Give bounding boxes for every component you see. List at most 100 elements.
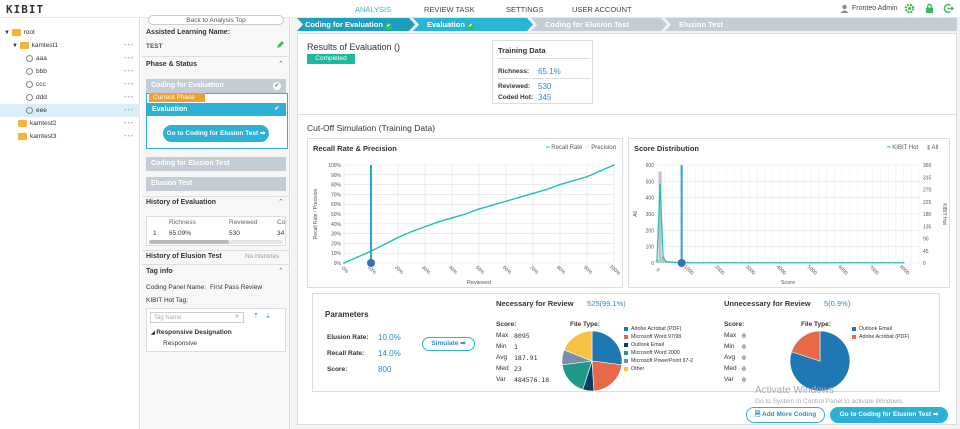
row-menu-icon[interactable]: •••	[124, 81, 134, 88]
nav-review-task[interactable]: REVIEW TASK	[424, 5, 475, 14]
recall-point	[437, 220, 440, 223]
kibit-hot-point	[810, 261, 813, 264]
tree-item-root[interactable]: ▼ root	[4, 28, 35, 36]
history-scrollbar[interactable]	[149, 240, 283, 244]
tree-item-ccc[interactable]: ccc •••	[0, 78, 140, 91]
app-logo[interactable]: KIBIT	[6, 3, 45, 16]
coding-panel-label: Coding Panel Name:	[146, 284, 206, 291]
row-menu-icon[interactable]: •••	[124, 133, 134, 140]
chevron-up-icon[interactable]: ⌃	[278, 61, 284, 68]
history-cell: 1	[153, 230, 157, 237]
recall-label: Recall Rate:	[327, 350, 365, 357]
watermark-subtitle: Go to System in Control Panel to activat…	[755, 398, 904, 405]
stat-value: 187.91	[514, 354, 538, 362]
recall-point	[491, 204, 494, 207]
progress-step-coding-elusion[interactable]: Coding for Elusion Test	[531, 18, 667, 31]
gear-icon[interactable]	[904, 3, 915, 14]
y-left-tick-label: 300	[646, 212, 655, 218]
lock-icon[interactable]	[924, 3, 935, 14]
legend-swatch	[624, 350, 628, 355]
progress-step-coding-evaluation[interactable]: Coding for Evaluation ✔	[297, 18, 415, 31]
legend-item: Microsoft PowerPoint 97-2	[624, 358, 693, 364]
stat-label: Avg	[724, 354, 736, 361]
x-tick-label: 4000	[775, 264, 787, 276]
kibit-hot-point	[662, 256, 665, 259]
back-button[interactable]: Back to Analysis Top	[148, 15, 284, 25]
recall-point	[478, 208, 480, 210]
tree-item-aaa[interactable]: aaa •••	[0, 52, 140, 65]
tree-item-eee[interactable]: eee •••	[0, 104, 140, 117]
y-right-tick-label: 90	[923, 237, 929, 243]
go-elusion-test-button[interactable]: Go to Coding for Elusion Test ➡	[830, 407, 948, 423]
phase-step-elusion-test[interactable]: Elusion Test	[146, 177, 286, 191]
elusion-label: Elusion Rate:	[327, 334, 369, 341]
logout-icon[interactable]	[943, 3, 954, 14]
tag-search-input[interactable]: Tag Name	[150, 312, 244, 323]
tag-responsive[interactable]: Responsive	[163, 340, 197, 347]
row-menu-icon[interactable]: •••	[124, 120, 134, 127]
go-elusion-coding-button[interactable]: Go to Coding for Elusion Test ➡	[163, 125, 269, 142]
necessary-count: 525(99.1%)	[587, 299, 626, 308]
unnecessary-legend: Outlook Email Adobe Acrobat (PDF)	[852, 326, 942, 356]
stat-label: Min	[724, 343, 735, 350]
score-chart-card: Score Distribution ━ KIBIT Hot ▮ All 0 10…	[628, 138, 950, 288]
legend-label: Microsoft Word 97/98	[631, 334, 682, 340]
kibit-hot-point	[779, 261, 782, 264]
kibit-hot-point	[748, 261, 751, 264]
tree-item-bbb[interactable]: bbb •••	[0, 65, 140, 78]
row-menu-icon[interactable]: •••	[124, 55, 134, 62]
sort-down-icon[interactable]: ⇣	[265, 313, 271, 320]
x-tick-label: 0	[655, 267, 661, 273]
stat-label: Max	[496, 332, 509, 339]
check-icon: ✔	[273, 82, 281, 90]
row-menu-icon[interactable]: •••	[124, 107, 134, 114]
phase-step-evaluation[interactable]: Evaluation ✔	[147, 103, 286, 116]
history-cell: 65.09%	[169, 230, 192, 237]
cutoff-title: Cut-Off Simulation (Training Data)	[307, 123, 436, 133]
sort-up-icon[interactable]: ⇡	[253, 313, 259, 320]
tree-item-ddd[interactable]: ddd •••	[0, 91, 140, 104]
folder-icon	[11, 28, 21, 36]
x-tick-label: 70%	[528, 265, 540, 277]
col-reviewed: Reviewed	[229, 219, 258, 226]
hot-tag-label: KIBIT Hot Tag:	[146, 297, 189, 304]
tree-item-kamtest2[interactable]: kamtest2 •••	[0, 117, 140, 130]
nav-settings[interactable]: SETTINGS	[506, 5, 544, 14]
row-menu-icon[interactable]: •••	[124, 68, 134, 75]
chevron-up-icon[interactable]: ⌃	[278, 268, 284, 275]
phase-step-coding-elusion[interactable]: Coding for Elusion Test	[146, 157, 286, 171]
add-more-coding-button[interactable]: 🗎 Add More Coding	[746, 407, 825, 423]
nav-analysis[interactable]: ANALYSIS	[355, 5, 392, 14]
necessary-score-label: Score:	[496, 321, 517, 328]
score-value: 800	[378, 365, 392, 374]
row-menu-icon[interactable]: •••	[124, 94, 134, 101]
training-data-box: Training Data Richness: 65.1% Reviewed: …	[492, 40, 593, 104]
row-menu-icon[interactable]: •••	[124, 42, 134, 49]
y-right-tick-label: 135	[923, 224, 932, 230]
recall-point	[505, 200, 507, 203]
phase-step-coding-evaluation[interactable]: Coding for Evaluation ✔	[146, 79, 286, 93]
tag-group-responsive[interactable]: ◢ Responsive Designation	[151, 329, 232, 336]
kibit-hot-point	[841, 261, 843, 264]
tree-item-kamtest1[interactable]: ▼ kamtest1 •••	[0, 39, 140, 52]
simulate-button[interactable]: Simulate ➡	[422, 337, 475, 351]
progress-step-elusion-test[interactable]: Elusion Test	[665, 18, 957, 31]
user-name[interactable]: Fronteo Admin	[852, 5, 898, 12]
pie-slice	[789, 330, 851, 392]
kibit-hot-point	[717, 261, 720, 264]
nav-user-account[interactable]: USER ACCOUNT	[572, 5, 632, 14]
recall-point	[343, 262, 345, 264]
pie-slice	[563, 330, 593, 362]
stat-value: 0	[742, 376, 746, 384]
progress-step-evaluation[interactable]: Evaluation ✔	[413, 18, 533, 31]
col-richness: Richness	[169, 219, 196, 226]
chevron-up-icon[interactable]: ⌃	[278, 199, 284, 206]
tree-item-kamtest3[interactable]: kamtest3 •••	[0, 130, 140, 143]
folder-tree: ▼ root ▼ kamtest1 ••• aaa ••• bbb ••• ccc ••…	[0, 18, 140, 429]
edit-icon[interactable]	[276, 41, 284, 49]
status-badge: Completed	[307, 54, 355, 64]
search-icon[interactable]: ⌕	[235, 313, 239, 320]
x-tick-label: 5000	[806, 264, 818, 276]
legend-item: Other	[624, 366, 644, 372]
stat-value: 0	[742, 332, 746, 340]
